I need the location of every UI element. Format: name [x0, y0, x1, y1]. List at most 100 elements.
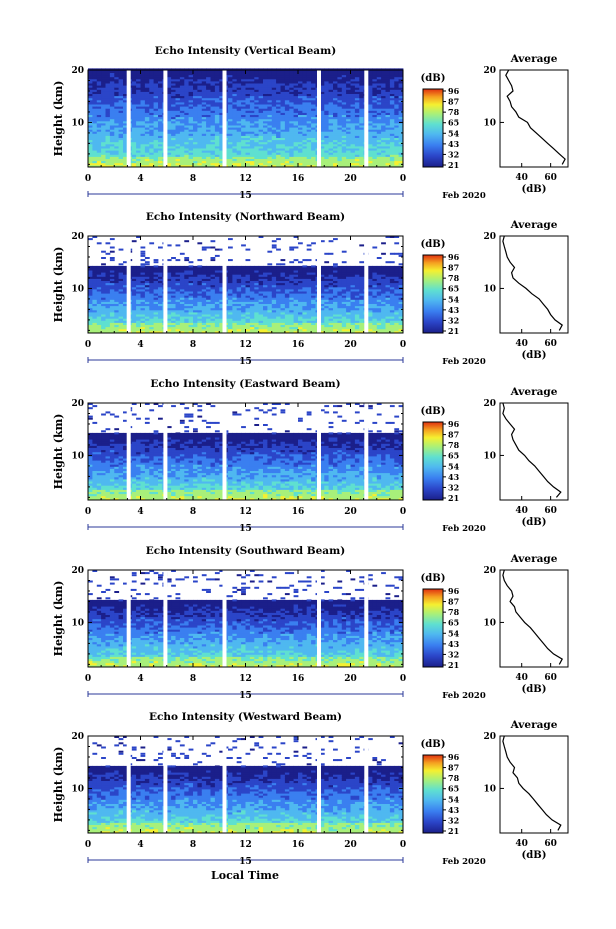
- x-tick-label: 16: [292, 174, 305, 184]
- heatmap-cell: [228, 238, 233, 240]
- y-tick-label: 10: [71, 118, 84, 128]
- heatmap-cell: [141, 259, 146, 261]
- heatmap-cell: [106, 253, 111, 255]
- heatmap-cell: [97, 266, 102, 269]
- heatmap-cell: [132, 240, 137, 242]
- colorbar-tick-label: 78: [448, 107, 460, 117]
- heatmap-cell: [136, 266, 141, 269]
- heatmap-cell: [149, 242, 154, 244]
- heatmap-cell: [110, 238, 115, 240]
- heatmap-cell: [158, 247, 163, 249]
- heatmap-cell: [232, 266, 237, 269]
- heatmap-cell: [241, 266, 246, 269]
- heatmap-cell: [106, 266, 111, 269]
- heatmap-cell: [110, 257, 115, 259]
- heatmap-field: [88, 68, 403, 167]
- heatmap-cell: [237, 266, 242, 269]
- heatmap-cell: [276, 266, 281, 269]
- heatmap-cell: [176, 266, 181, 269]
- average-x-tick-label: 40: [515, 173, 528, 183]
- heatmap-cell: [171, 257, 176, 259]
- heatmap-cell: [145, 261, 150, 263]
- colorbar-unit: (dB): [421, 73, 446, 84]
- colorbar-tick-label: 96: [448, 86, 460, 96]
- date-day-label: 15: [239, 191, 252, 201]
- average-x-tick-label: 60: [544, 173, 557, 183]
- heatmap-cell: [154, 265, 159, 267]
- heatmap-cell: [211, 240, 216, 242]
- heatmap-cell: [176, 244, 181, 246]
- heatmap-cell: [171, 266, 176, 269]
- y-axis-label: Height (km): [52, 81, 65, 157]
- heatmap-cell: [141, 253, 146, 255]
- colorbar-tick-label: 21: [448, 160, 459, 170]
- heatmap-cell: [215, 249, 220, 251]
- heatmap-cell: [167, 266, 172, 269]
- panel-north: Echo Intensity (Northward Beam)0 4 8 12 16 20…: [52, 211, 568, 367]
- colorbar-tick-label: 87: [448, 97, 459, 107]
- heatmap-cell: [101, 257, 106, 259]
- x-tick-label: 0: [400, 174, 406, 184]
- heatmap-cell: [167, 244, 172, 246]
- heatmap-cell: [97, 242, 102, 244]
- heatmap-cell: [176, 259, 181, 261]
- panel-vertical: Echo Intensity (Vertical Beam)0 4 8 12 16 20 0…: [52, 45, 568, 201]
- average-y-tick-label: 20: [483, 66, 496, 76]
- heatmap-cell: [272, 244, 277, 246]
- heatmap-cell: [211, 257, 216, 259]
- heatmap-cell: [211, 247, 216, 249]
- heatmap-cell: [119, 266, 124, 269]
- heatmap-cell: [267, 266, 272, 269]
- heatmap-cell: [101, 266, 106, 269]
- heatmap-cell: [149, 266, 154, 269]
- heatmap-cell: [184, 266, 189, 269]
- heatmap-cell: [184, 259, 189, 261]
- heatmap-cell: [154, 259, 159, 261]
- data-gap: [127, 70, 131, 167]
- heatmap-cell: [254, 266, 259, 269]
- heatmap-cell: [106, 242, 111, 244]
- heatmap-cell: [184, 240, 189, 242]
- heatmap-cell: [228, 259, 233, 261]
- heatmap-cell: [276, 238, 281, 240]
- x-tick-label: 0: [85, 174, 91, 184]
- heatmap-cell: [189, 265, 194, 267]
- average-profile-line: [506, 70, 565, 164]
- date-month-label: Feb 2020: [442, 191, 486, 201]
- heatmap-cell: [119, 249, 124, 251]
- heatmap-cell: [202, 266, 207, 269]
- heatmap-cell: [145, 257, 150, 259]
- heatmap-cell: [228, 247, 233, 249]
- panel-title: Echo Intensity (Vertical Beam): [155, 45, 336, 57]
- heatmap-cell: [215, 255, 220, 257]
- heatmap-cell: [101, 251, 106, 253]
- heatmap-cell: [141, 247, 146, 249]
- heatmap-cell: [110, 247, 115, 249]
- heatmap-cell: [141, 263, 146, 265]
- heatmap-cell: [272, 247, 277, 249]
- heatmap-cell: [215, 266, 220, 269]
- heatmap-cell: [197, 259, 202, 261]
- data-gap: [317, 70, 321, 167]
- heatmap-cell: [154, 261, 159, 263]
- data-gap: [364, 70, 368, 167]
- heatmap-cell: [114, 266, 119, 269]
- average-y-tick-label: 10: [483, 118, 496, 128]
- data-gap: [223, 70, 227, 167]
- heatmap-cell: [132, 266, 137, 269]
- heatmap-field: [88, 236, 403, 333]
- heatmap-cell: [92, 266, 97, 269]
- y-tick-label: 20: [71, 66, 84, 76]
- heatmap-cell: [119, 263, 124, 265]
- colorbar: [423, 89, 443, 167]
- heatmap-cell: [189, 261, 194, 263]
- heatmap-cell: [272, 240, 277, 242]
- heatmap-cell: [276, 263, 281, 265]
- colorbar-tick-label: 43: [448, 139, 460, 149]
- heatmap-cell: [202, 247, 207, 249]
- heatmap-cell: [211, 259, 216, 261]
- heatmap-cell: [145, 263, 150, 265]
- heatmap-cell: [180, 266, 185, 269]
- heatmap-cell: [246, 249, 251, 251]
